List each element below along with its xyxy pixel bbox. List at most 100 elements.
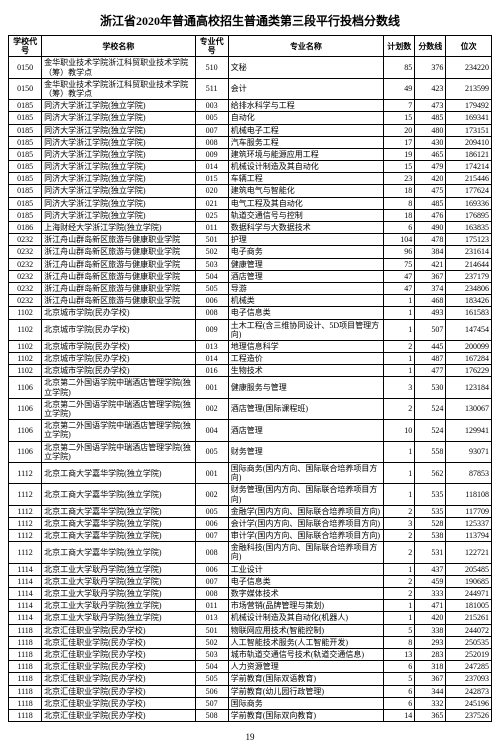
cell-major-name: 建筑电气与智能化 [228, 185, 383, 197]
cell-rank: 175123 [446, 234, 492, 246]
cell-school-name: 同济大学浙江学院(独立学院) [42, 173, 195, 185]
cell-score: 535 [415, 505, 446, 517]
cell-rank: 87853 [446, 462, 492, 483]
table-row: 1118北京汇佳职业学院(民办学校)501物联网应用技术(智能控制)533824… [9, 624, 492, 636]
cell-score: 487 [415, 353, 446, 365]
cell-score: 423 [415, 78, 446, 99]
col-school-name: 学校名称 [42, 36, 195, 57]
cell-rank: 117709 [446, 505, 492, 517]
cell-major-code: 508 [195, 709, 228, 721]
cell-major-code: 001 [195, 377, 228, 398]
cell-major-name: 生物技术 [228, 365, 383, 377]
cell-major-name: 学前教育(幼儿园行政管理) [228, 685, 383, 697]
cell-score: 524 [415, 420, 446, 441]
cell-rank: 113794 [446, 530, 492, 542]
cell-score: 333 [415, 588, 446, 600]
cell-school-code: 1112 [9, 462, 42, 483]
cell-school-code: 0185 [9, 148, 42, 160]
cell-school-name: 同济大学浙江学院(独立学院) [42, 209, 195, 221]
table-row: 0232浙江舟山群岛新区旅游与健康职业学院006机械类1468183426 [9, 295, 492, 307]
cell-major-code: 011 [195, 222, 228, 234]
cell-school-code: 0232 [9, 246, 42, 258]
cell-school-name: 北京第二外国语学院中瑞酒店管理学院(独立学院) [42, 377, 195, 398]
cell-school-code: 1114 [9, 612, 42, 624]
cell-school-code: 1102 [9, 307, 42, 319]
cell-major-code: 005 [195, 505, 228, 517]
cell-school-name: 浙江舟山群岛新区旅游与健康职业学院 [42, 282, 195, 294]
table-row: 0185同济大学浙江学院(独立学院)005自动化15485169341 [9, 112, 492, 124]
table-row: 1118北京汇佳职业学院(民办学校)508学前教育(国际双向教育)1436523… [9, 709, 492, 721]
page-number: 19 [8, 732, 492, 742]
cell-school-name: 北京汇佳职业学院(民办学校) [42, 636, 195, 648]
cell-rank: 122721 [446, 542, 492, 563]
table-row: 1106北京第二外国语学院中瑞酒店管理学院(独立学院)001健康服务与管理353… [9, 377, 492, 398]
cell-rank: 245196 [446, 697, 492, 709]
cell-major-code: 006 [195, 517, 228, 529]
cell-rank: 179492 [446, 100, 492, 112]
cell-major-name: 财务管理(国内方向、国际联合培养项目方向) [228, 484, 383, 505]
cell-plan: 10 [384, 420, 415, 441]
col-major-code: 专业代号 [195, 36, 228, 57]
cell-plan: 2 [384, 398, 415, 419]
cell-plan: 2 [384, 340, 415, 352]
table-row: 0185同济大学浙江学院(独立学院)025轨道交通信号与控制1847617689… [9, 209, 492, 221]
cell-major-name: 文秘 [228, 57, 383, 78]
cell-major-code: 004 [195, 420, 228, 441]
cell-rank: 129941 [446, 420, 492, 441]
cell-score: 473 [415, 100, 446, 112]
cell-plan: 13 [384, 648, 415, 660]
table-row: 1102北京城市学院(民办学校)013地理信息科学2445200099 [9, 340, 492, 352]
cell-school-code: 1102 [9, 353, 42, 365]
col-score: 分数线 [415, 36, 446, 57]
cell-score: 490 [415, 222, 446, 234]
cell-school-code: 1106 [9, 377, 42, 398]
cell-score: 367 [415, 270, 446, 282]
cell-plan: 2 [384, 530, 415, 542]
cell-rank: 205485 [446, 563, 492, 575]
table-row: 1112北京工商大学嘉华学院(独立学院)001国际商务(国内方向、国际联合培养项… [9, 462, 492, 483]
cell-major-name: 国际商务 [228, 697, 383, 709]
cell-school-code: 0232 [9, 234, 42, 246]
cell-school-code: 1114 [9, 588, 42, 600]
cell-major-code: 008 [195, 307, 228, 319]
cell-major-name: 给排水科学与工程 [228, 100, 383, 112]
table-row: 1118北京汇佳职业学院(民办学校)507国际商务6332245196 [9, 697, 492, 709]
table-row: 1118北京汇佳职业学院(民办学校)502人工智能技术服务(人工智能开发)829… [9, 636, 492, 648]
cell-score: 562 [415, 462, 446, 483]
cell-school-code: 0185 [9, 124, 42, 136]
table-row: 0185同济大学浙江学院(独立学院)009建筑环境与能源应用工程19465186… [9, 148, 492, 160]
cell-rank: 183426 [446, 295, 492, 307]
cell-major-code: 014 [195, 353, 228, 365]
cell-school-name: 北京工商大学嘉华学院(独立学院) [42, 462, 195, 483]
cell-school-code: 1106 [9, 441, 42, 462]
cell-school-code: 0185 [9, 173, 42, 185]
cell-major-code: 504 [195, 661, 228, 673]
cell-plan: 3 [384, 517, 415, 529]
table-row: 0185同济大学浙江学院(独立学院)003给排水科学与工程7473179492 [9, 100, 492, 112]
cell-major-name: 工业设计 [228, 563, 383, 575]
cell-school-name: 北京第二外国语学院中瑞酒店管理学院(独立学院) [42, 398, 195, 419]
cell-major-code: 013 [195, 612, 228, 624]
cell-major-name: 市场营销(品牌管理与策划) [228, 600, 383, 612]
table-row: 0232浙江舟山群岛新区旅游与健康职业学院501护理104478175123 [9, 234, 492, 246]
cell-rank: 250535 [446, 636, 492, 648]
cell-school-code: 1102 [9, 365, 42, 377]
cell-rank: 200099 [446, 340, 492, 352]
table-row: 1106北京第二外国语学院中瑞酒店管理学院(独立学院)005财务管理155893… [9, 441, 492, 462]
cell-rank: 252019 [446, 648, 492, 660]
table-row: 1112北京工商大学嘉华学院(独立学院)005金融学(国内方向、国际联合培养项目… [9, 505, 492, 517]
table-row: 1102北京城市学院(民办学校)016生物技术1477176229 [9, 365, 492, 377]
cell-major-name: 城市轨道交通信号技术(轨道交通信息) [228, 648, 383, 660]
cell-plan: 5 [384, 673, 415, 685]
cell-school-name: 北京城市学院(民办学校) [42, 340, 195, 352]
cell-school-code: 1102 [9, 319, 42, 340]
cell-school-name: 浙江舟山群岛新区旅游与健康职业学院 [42, 246, 195, 258]
cell-school-name: 北京汇佳职业学院(民办学校) [42, 624, 195, 636]
cell-score: 528 [415, 517, 446, 529]
table-row: 1114北京工业大学耿丹学院(独立学院)008数字媒体技术2333244971 [9, 588, 492, 600]
cell-major-name: 酒店管理 [228, 420, 383, 441]
cell-major-name: 电气工程及其自动化 [228, 197, 383, 209]
cell-score: 420 [415, 173, 446, 185]
cell-plan: 85 [384, 57, 415, 78]
cell-major-name: 自动化 [228, 112, 383, 124]
